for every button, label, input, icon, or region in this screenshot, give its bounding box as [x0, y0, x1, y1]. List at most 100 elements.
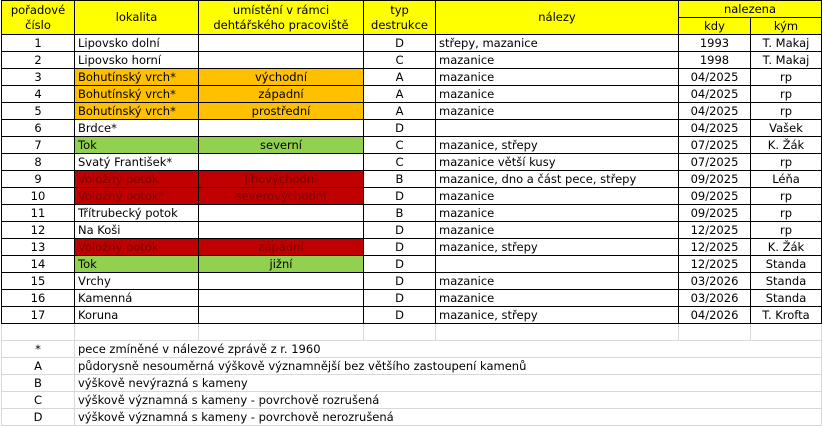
cell: Voložný potok	[74, 238, 199, 256]
cell: Bohutínský vrch*	[74, 102, 199, 120]
cell: Standa	[750, 272, 822, 290]
cell: Vrchy	[74, 272, 199, 290]
cell: rp	[750, 221, 822, 239]
header-cell: nálezy	[435, 0, 679, 35]
cell: Kamenná	[74, 289, 199, 307]
cell: D	[363, 119, 436, 137]
header-row: kdy kým	[2, 17, 822, 35]
cell: mazanice	[435, 68, 679, 86]
cell: mazanice	[435, 221, 679, 239]
cell: 6	[1, 119, 75, 137]
cell: C	[363, 153, 436, 171]
cell: západní	[198, 85, 364, 103]
cell: Voložný potok	[74, 170, 199, 188]
cell: Lipovsko horní	[74, 51, 199, 69]
cell: 8	[1, 153, 75, 171]
cell: A	[363, 102, 436, 120]
cell: 3	[1, 68, 75, 86]
cell: mazanice	[435, 272, 679, 290]
cell: Třítrubecký potok	[74, 204, 199, 222]
cell: Vašek	[750, 119, 822, 137]
cell: mazanice	[435, 102, 679, 120]
cell: mazanice	[435, 204, 679, 222]
legend-text: výškově významná s kameny - povrchově ro…	[74, 391, 822, 409]
cell: mazanice, střepy	[435, 136, 679, 154]
cell: D	[363, 255, 436, 273]
cell: Léňa	[750, 170, 822, 188]
cell: B	[363, 170, 436, 188]
cell: severní	[198, 136, 364, 154]
cell: A	[363, 85, 436, 103]
cell	[435, 255, 679, 273]
cell: 7	[1, 136, 75, 154]
cell	[198, 306, 364, 324]
cell	[363, 323, 436, 341]
header-cell: nalezena	[678, 0, 822, 18]
cell: rp	[750, 153, 822, 171]
legend-symbol: D	[1, 408, 75, 426]
cell: Lipovsko dolní	[74, 34, 199, 52]
legend-symbol: *	[1, 340, 75, 358]
cell	[198, 51, 364, 69]
cell: Koruna	[74, 306, 199, 324]
cell: Tok	[74, 255, 199, 273]
cell	[198, 153, 364, 171]
cell: 1998	[678, 51, 751, 69]
cell	[198, 119, 364, 137]
legend-text: výškově nevýrazná s kameny	[74, 374, 822, 392]
cell: A	[363, 68, 436, 86]
cell: 04/2025	[678, 68, 751, 86]
cell: mazanice	[435, 51, 679, 69]
cell	[678, 323, 751, 341]
cell: rp	[750, 187, 822, 205]
cell: 07/2025	[678, 136, 751, 154]
cell: Bohutínský vrch*	[74, 85, 199, 103]
cell: 07/2025	[678, 153, 751, 171]
cell: rp	[750, 68, 822, 86]
cell: 13	[1, 238, 75, 256]
cell	[74, 323, 199, 341]
cell: 17	[1, 306, 75, 324]
cell: severovýchodní	[198, 187, 364, 205]
cell: T. Krofta	[750, 306, 822, 324]
header-cell: pořadové číslo	[1, 0, 75, 35]
legend-symbol: A	[1, 357, 75, 375]
cell: 12/2025	[678, 238, 751, 256]
cell: 09/2025	[678, 170, 751, 188]
cell: mazanice	[435, 85, 679, 103]
cell	[435, 323, 679, 341]
legend-text: výškově významná s kameny - povrchově ne…	[74, 408, 822, 426]
cell: K. Žák	[750, 136, 822, 154]
cell: mazanice	[435, 289, 679, 307]
legend-text: pece zmíněné v nálezové zprávě z r. 1960	[74, 340, 822, 358]
cell: mazanice	[435, 187, 679, 205]
cell: D	[363, 238, 436, 256]
cell: prostřední	[198, 102, 364, 120]
blank-row	[1, 323, 822, 341]
cell: Tok	[74, 136, 199, 154]
header-row: pořadové číslo lokalita umístění v rámci d…	[1, 0, 822, 35]
cell: Na Koši	[74, 221, 199, 239]
cell: D	[363, 289, 436, 307]
cell: D	[363, 221, 436, 239]
cell: Bohutínský vrch*	[74, 68, 199, 86]
cell: 04/2025	[678, 102, 751, 120]
legend-text: půdorysně nesouměrná výškově významnější…	[74, 357, 822, 375]
legend-symbol: B	[1, 374, 75, 392]
cell	[198, 289, 364, 307]
cell: D	[363, 272, 436, 290]
cell: 16	[1, 289, 75, 307]
cell	[198, 34, 364, 52]
